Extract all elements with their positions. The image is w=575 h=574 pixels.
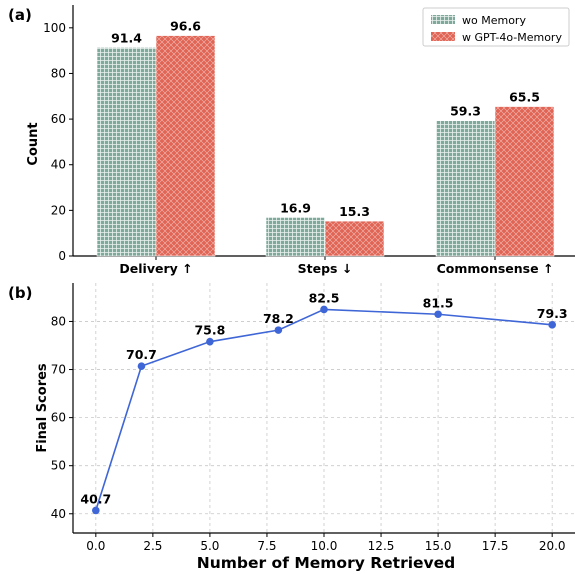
legend-label: wo Memory	[462, 14, 526, 27]
line-chart-y-tick-label: 40	[51, 507, 66, 521]
legend-swatch	[431, 32, 455, 41]
bar	[324, 220, 385, 257]
legend-label: w GPT-4o-Memory	[462, 31, 562, 44]
bar-chart-y-tick-label: 100	[43, 21, 66, 35]
data-point	[274, 326, 283, 334]
data-point	[320, 305, 328, 314]
line-chart-x-tick-label: 15.0	[425, 539, 452, 553]
line-chart-y-tick-label: 60	[51, 411, 66, 425]
data-point-label: 78.2	[263, 311, 294, 326]
data-point-label: 40.7	[80, 491, 111, 506]
data-point-label: 75.8	[194, 323, 225, 338]
bar	[494, 106, 555, 257]
line-chart-x-tick-label: 12.5	[368, 539, 395, 553]
data-point-label: 82.5	[309, 290, 340, 305]
line-chart-series: 40.7 70.7 75.8 78.2 82.5 81.5 79.3	[80, 290, 568, 515]
data-point	[137, 362, 146, 370]
data-point-label: 70.7	[126, 347, 157, 362]
line-chart-x-tick-label: 0.0	[86, 539, 105, 553]
data-point	[434, 310, 442, 319]
bar-chart-bars: 91.4 96.6 16.9 15.3 59.3 65.5	[96, 19, 555, 257]
line-chart-x-tick-label: 2.5	[143, 539, 162, 553]
line-chart-y-tick-label: 80	[51, 314, 66, 328]
line-chart-x-axis-title: Number of Memory Retrieved	[197, 554, 456, 572]
line-chart-x-tick-label: 5.0	[200, 539, 219, 553]
bar	[155, 35, 216, 257]
bar-value-label: 65.5	[509, 90, 540, 105]
bar-value-label: 16.9	[280, 200, 311, 215]
bar-chart-y-tick-label: 40	[51, 158, 66, 172]
data-point-label: 81.5	[423, 295, 454, 310]
line-chart-y-tick-label: 70	[51, 363, 66, 377]
line-chart-axes: 0.0 2.5 5.0 7.5 10.0 12.5 15.0 17.5 20.0 40 50 60 70…	[51, 283, 575, 553]
bar-value-label: 59.3	[450, 104, 481, 119]
bar-chart-category-label: Steps ↓	[298, 261, 353, 276]
line-chart-x-tick-label: 17.5	[482, 539, 509, 553]
panel-a-label: (a)	[8, 6, 32, 24]
bar-chart-y-tick-label: 20	[51, 203, 66, 217]
line-chart-x-tick-label: 20.0	[539, 539, 566, 553]
data-point	[548, 321, 556, 329]
line-chart-x-tick-label: 7.5	[257, 539, 276, 553]
bar-chart-axes: 0 20 40 60 80 100 Delivery ↑ Steps ↓ Commonsense…	[43, 5, 575, 276]
legend-frame	[422, 7, 570, 47]
line-chart-y-axis-title: Final Scores	[35, 363, 50, 453]
bar-value-label: 91.4	[111, 30, 142, 45]
bar-value-label: 15.3	[339, 204, 370, 219]
bar	[96, 47, 157, 257]
data-point-label: 79.3	[537, 306, 568, 321]
bar-chart-y-tick-label: 80	[51, 66, 66, 80]
line-chart-y-tick-label: 50	[51, 459, 66, 473]
bar-chart-y-axis-title: Count	[26, 122, 41, 165]
legend-swatch	[431, 15, 455, 24]
bar-chart-y-tick-label: 60	[51, 112, 66, 126]
line-chart-panel: (b) Final Scores Number of Memory Retrie…	[8, 283, 575, 572]
bar-chart-category-label: Commonsense ↑	[437, 261, 554, 276]
bar-chart-y-tick-label: 0	[58, 249, 66, 263]
data-point	[92, 506, 100, 515]
panel-b-label: (b)	[8, 284, 32, 302]
line-chart-x-tick-label: 10.0	[311, 539, 338, 553]
bar	[435, 120, 496, 257]
bar-chart-category-label: Delivery ↑	[119, 261, 192, 276]
bar-chart-panel: (a) Count 0 20 40 60 80 100 Delivery ↑ Steps ↓ C…	[8, 5, 575, 276]
bar-chart-legend: wo Memory w GPT-4o-Memory	[422, 7, 570, 47]
bar-value-label: 96.6	[170, 19, 201, 34]
bar	[265, 217, 326, 257]
data-point	[206, 337, 214, 346]
